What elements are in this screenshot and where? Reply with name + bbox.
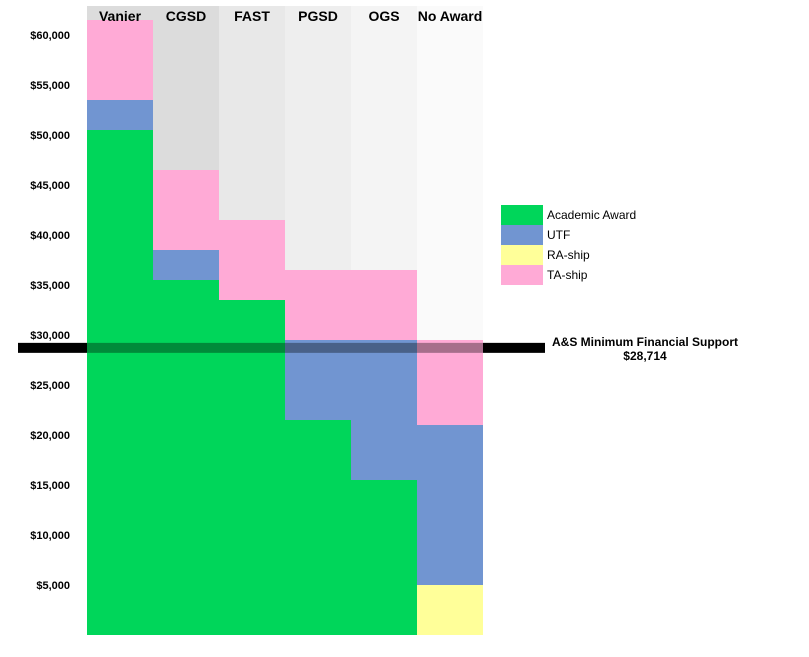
legend-swatch-ta-ship: [501, 265, 543, 285]
y-tick-label: $50,000: [30, 130, 70, 142]
reference-line-overlay: [87, 342, 483, 353]
y-tick-label: $35,000: [30, 280, 70, 292]
bar-segment-utf-no-award: [417, 425, 483, 585]
y-tick-label: $55,000: [30, 80, 70, 92]
legend: Academic Award UTF RA-ship TA-ship: [501, 205, 636, 285]
category-labels: Vanier CGSD FAST PGSD OGS No Award: [99, 8, 482, 24]
bar-segment-academic-award-vanier: [87, 130, 153, 635]
legend-label: TA-ship: [547, 268, 588, 282]
y-axis-tick-labels: $5,000 $10,000 $15,000 $20,000 $25,000 $30,00…: [30, 30, 70, 592]
bar-segment-ra-ship-no-award: [417, 585, 483, 635]
bar-segment-ta-ship-pgsd: [285, 270, 351, 340]
y-tick-label: $45,000: [30, 180, 70, 192]
category-label: PGSD: [298, 8, 338, 24]
bar-segment-academic-award-fast: [219, 300, 285, 635]
category-label: CGSD: [166, 8, 206, 24]
reference-line-group: A&S Minimum Financial Support $28,714: [18, 335, 738, 363]
reference-line-right: [483, 342, 545, 353]
bar-segment-ta-ship-cgsd: [153, 170, 219, 250]
legend-swatch-utf: [501, 225, 543, 245]
legend-label: RA-ship: [547, 248, 590, 262]
legend-swatch-academic-award: [501, 205, 543, 225]
y-tick-label: $15,000: [30, 480, 70, 492]
legend-swatch-ra-ship: [501, 245, 543, 265]
bars: [87, 20, 483, 635]
bar-segment-ta-ship-no-award: [417, 340, 483, 425]
y-tick-label: $25,000: [30, 380, 70, 392]
legend-label: UTF: [547, 228, 570, 242]
reference-line: [18, 342, 87, 353]
reference-line-label: A&S Minimum Financial Support: [552, 335, 738, 349]
y-tick-label: $10,000: [30, 530, 70, 542]
bar-segment-ta-ship-vanier: [87, 20, 153, 100]
category-label: Vanier: [99, 8, 142, 24]
y-tick-label: $30,000: [30, 330, 70, 342]
y-tick-label: $20,000: [30, 430, 70, 442]
bar-segment-utf-cgsd: [153, 250, 219, 280]
bar-segment-utf-vanier: [87, 100, 153, 130]
y-tick-label: $5,000: [36, 580, 70, 592]
bar-segment-utf-pgsd: [285, 340, 351, 420]
bar-segment-ta-ship-fast: [219, 220, 285, 300]
category-label: No Award: [418, 8, 483, 24]
bar-segment-utf-ogs: [351, 340, 417, 480]
reference-line-value: $28,714: [623, 349, 667, 363]
category-label: OGS: [368, 8, 399, 24]
bar-segment-academic-award-cgsd: [153, 280, 219, 635]
bar-segment-ta-ship-ogs: [351, 270, 417, 340]
y-tick-label: $40,000: [30, 230, 70, 242]
category-label: FAST: [234, 8, 270, 24]
bar-segment-academic-award-ogs: [351, 480, 417, 635]
y-tick-label: $60,000: [30, 30, 70, 42]
legend-label: Academic Award: [547, 208, 636, 222]
bar-segment-academic-award-pgsd: [285, 420, 351, 635]
